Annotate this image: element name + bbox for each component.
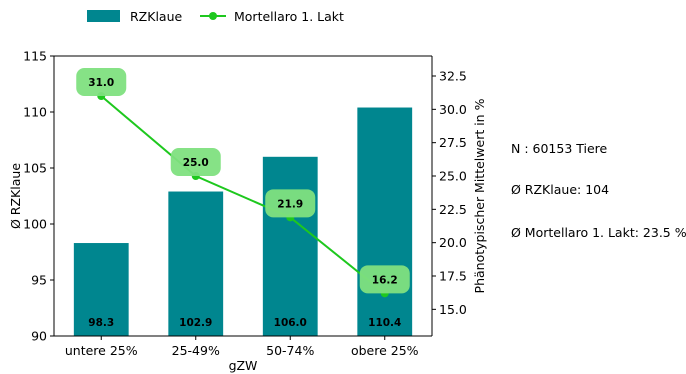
legend-label-mortellaro: Mortellaro 1. Lakt bbox=[234, 9, 344, 24]
stat-avg-mortellaro: Ø Mortellaro 1. Lakt: 23.5 % bbox=[511, 225, 686, 240]
x-tick-label-0: untere 25% bbox=[65, 343, 138, 358]
right-axis-title: Phänotypischer Mittelwert in % bbox=[472, 98, 487, 293]
mortellaro-label-box-1 bbox=[170, 148, 221, 176]
bar-1 bbox=[168, 191, 224, 336]
line-series: 31.0 25.0 21.9 16.2 bbox=[76, 68, 410, 298]
stat-total-animals: N : 60153 Tiere bbox=[511, 141, 608, 156]
right-tick-label-1: 17.5 bbox=[439, 269, 467, 284]
right-tick-label-5: 27.5 bbox=[439, 135, 467, 150]
legend: RZKlaue Mortellaro 1. Lakt bbox=[87, 9, 344, 24]
right-tick-label-0: 15.0 bbox=[439, 302, 467, 317]
right-tick-label-6: 30.0 bbox=[439, 102, 467, 117]
left-tick-label-2: 100 bbox=[23, 217, 47, 232]
legend-marker-mortellaro bbox=[209, 12, 217, 20]
bar-0 bbox=[73, 243, 129, 336]
mortellaro-value-label-1: 25.0 bbox=[183, 157, 209, 169]
left-axis-title: Ø RZKlaue bbox=[8, 163, 23, 229]
mortellaro-label-box-3 bbox=[359, 265, 410, 294]
left-tick-label-3: 105 bbox=[23, 161, 47, 176]
left-tick-label-0: 90 bbox=[31, 329, 47, 344]
bars bbox=[73, 107, 413, 337]
bar-3 bbox=[357, 107, 413, 337]
x-tick-label-1: 25-49% bbox=[172, 343, 220, 358]
left-tick-label-5: 115 bbox=[23, 49, 47, 64]
right-tick-label-2: 20.0 bbox=[439, 235, 467, 250]
stat-avg-rzklaue: Ø RZKlaue: 104 bbox=[511, 182, 610, 197]
right-tick-label-7: 32.5 bbox=[439, 69, 467, 84]
x-axis-title: gZW bbox=[229, 358, 258, 373]
x-tick-label-2: 50-74% bbox=[266, 343, 314, 358]
mortellaro-value-label-2: 21.9 bbox=[277, 198, 303, 210]
right-tick-label-4: 25.0 bbox=[439, 169, 467, 184]
axis-titles: gZW Ø RZKlaue Phänotypischer Mittelwert in… bbox=[8, 98, 487, 373]
bar-2 bbox=[262, 156, 318, 336]
axes: 90 95 100 105 110 115 15.0 17.5 20.0 22.5 25.0 27.5… bbox=[23, 49, 467, 359]
bar-labels: 98.3 102.9 106.0 110.4 bbox=[88, 317, 401, 329]
mortellaro-value-label-0: 31.0 bbox=[88, 77, 114, 89]
mortellaro-label-box-2 bbox=[265, 189, 316, 218]
right-tick-label-3: 22.5 bbox=[439, 202, 467, 217]
bar-value-label-0: 98.3 bbox=[88, 317, 114, 329]
mortellaro-value-label-3: 16.2 bbox=[372, 274, 398, 286]
left-tick-label-4: 110 bbox=[23, 105, 47, 120]
bar-value-label-3: 110.4 bbox=[368, 317, 401, 329]
x-tick-label-3: obere 25% bbox=[351, 343, 419, 358]
mortellaro-label-box-0 bbox=[76, 68, 127, 96]
legend-swatch-rzklaue bbox=[87, 10, 120, 22]
mortellaro-line bbox=[100, 95, 386, 295]
bar-value-label-1: 102.9 bbox=[179, 317, 212, 329]
bar-value-label-2: 106.0 bbox=[274, 317, 307, 329]
legend-label-rzklaue: RZKlaue bbox=[130, 9, 183, 24]
left-tick-label-1: 95 bbox=[31, 273, 47, 288]
